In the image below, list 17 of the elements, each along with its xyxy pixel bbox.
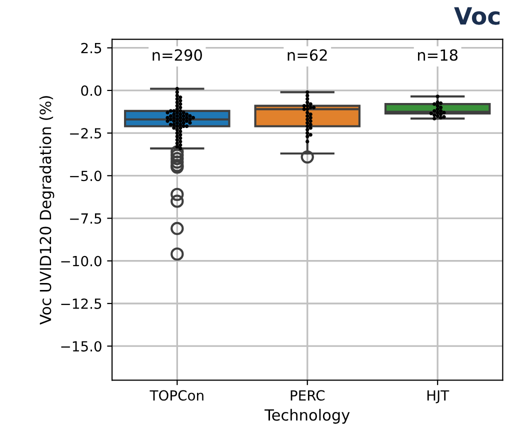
annotation: n=62	[288, 49, 327, 61]
annotation: n=18	[418, 49, 458, 61]
y-tick-label: −12.5	[61, 298, 102, 309]
chart-title: Voc	[454, 7, 500, 25]
x-tick-label: PERC	[290, 390, 325, 401]
y-tick-label: −10.0	[61, 256, 102, 266]
y-tick-label: −15.0	[61, 341, 102, 352]
y-axis-title: Voc UVID120 Degradation (%)	[39, 96, 54, 325]
x-tick-label: TOPCon	[150, 390, 204, 401]
y-tick-label: 0.0	[81, 85, 102, 96]
x-axis-title: Technology	[264, 408, 350, 424]
y-tick-label: −2.5	[70, 128, 102, 139]
y-tick-label: −7.5	[70, 213, 102, 224]
y-tick-label: −5.0	[70, 170, 102, 182]
x-tick-label: HJT	[427, 390, 450, 404]
annotation: n=290	[152, 49, 202, 61]
y-tick-label: 2.5	[81, 42, 102, 54]
